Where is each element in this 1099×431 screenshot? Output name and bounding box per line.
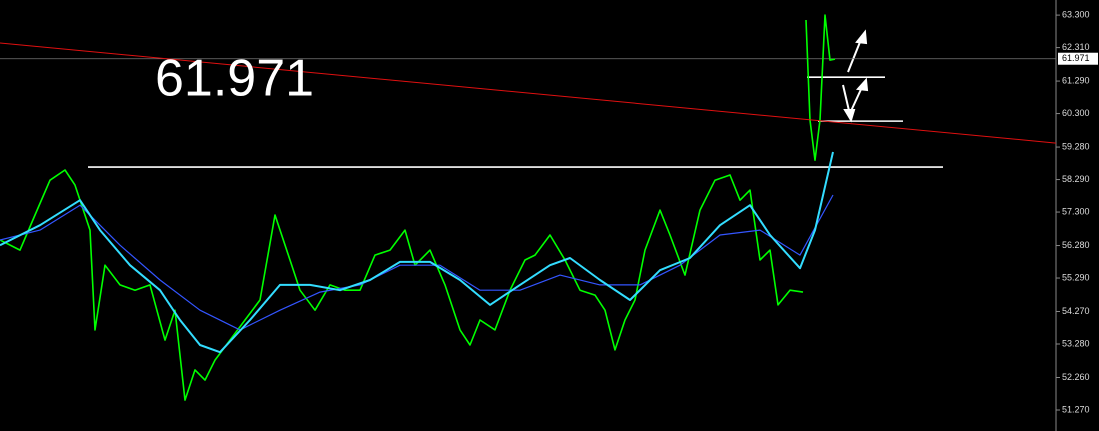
y-tick-label: 61.290: [1062, 75, 1090, 85]
arrow-head: [843, 109, 856, 123]
current-price-box: [1058, 52, 1098, 65]
arrow-head: [855, 29, 868, 45]
y-tick-label: 52.260: [1062, 372, 1090, 382]
y-tick-label: 63.300: [1062, 9, 1090, 19]
y-tick-label: 54.270: [1062, 306, 1090, 316]
current-price-label: 61.971: [1062, 53, 1090, 63]
y-tick-label: 53.280: [1062, 338, 1090, 348]
y-tick-label: 58.290: [1062, 174, 1090, 184]
series-line: [0, 151, 834, 354]
price-annotation: 61.971: [155, 50, 314, 108]
y-tick-label: 57.300: [1062, 206, 1090, 216]
y-tick-label: 56.280: [1062, 240, 1090, 250]
y-tick-label: 60.300: [1062, 108, 1090, 118]
arrow-head: [855, 77, 869, 92]
series-line: [0, 42, 1057, 144]
series-line: [0, 194, 834, 331]
y-tick-label: 59.280: [1062, 141, 1090, 151]
y-tick-label: 55.290: [1062, 272, 1090, 282]
y-tick-label: 62.310: [1062, 42, 1090, 52]
arrows: [842, 29, 869, 123]
y-tick-label: 51.270: [1062, 404, 1090, 414]
